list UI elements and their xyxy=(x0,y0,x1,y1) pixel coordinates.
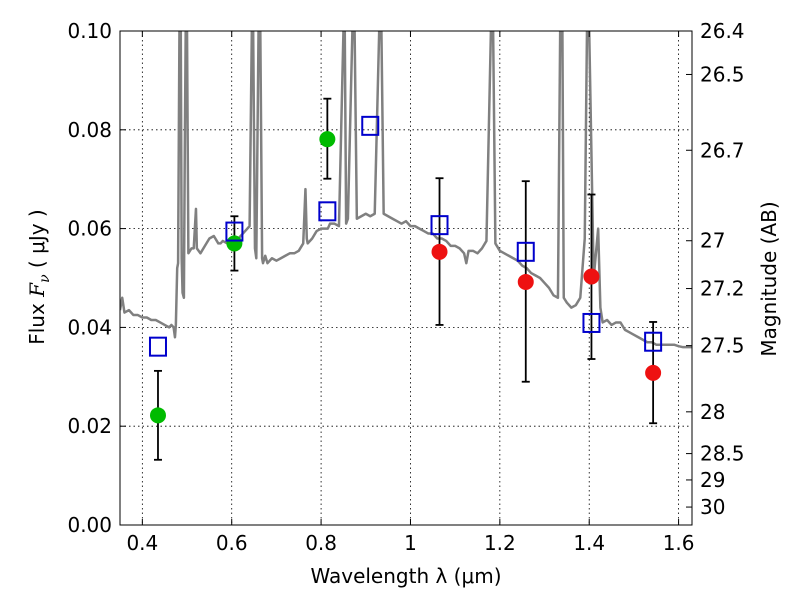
y-tick-label: 0.06 xyxy=(67,217,112,241)
green-data-point xyxy=(149,407,166,424)
plot-frame xyxy=(119,30,693,526)
ticks xyxy=(120,30,692,526)
model-square-marker xyxy=(644,331,663,352)
model-square-marker xyxy=(361,115,380,136)
y-axis-label-prefix: Flux xyxy=(25,297,49,345)
mag-tick-label: 26.4 xyxy=(700,19,745,43)
y-axis-label-var: F xyxy=(25,282,49,298)
spectrum xyxy=(120,31,692,349)
model-square-marker xyxy=(430,215,449,236)
red-data-point xyxy=(645,364,662,381)
mag-tick-label: 26.5 xyxy=(700,62,745,86)
green-data-point xyxy=(319,131,336,148)
mag-tick-label: 28 xyxy=(700,400,725,424)
mag-tick-label: 28.5 xyxy=(700,442,745,466)
green-data-point xyxy=(226,235,243,252)
mag-tick-label: 27 xyxy=(700,229,725,253)
markers xyxy=(148,115,663,424)
y-tick-label: 0.04 xyxy=(67,315,112,339)
mag-tick-label: 26.7 xyxy=(700,138,745,162)
model-square-marker xyxy=(318,201,337,222)
y-axis-label-unit: μJy xyxy=(25,223,49,254)
x-tick-label: 1.4 xyxy=(573,531,605,555)
y-tick-label: 0.08 xyxy=(67,118,112,142)
model-square-marker xyxy=(582,312,601,333)
red-data-point xyxy=(517,273,534,290)
y-axis-label-open: ( xyxy=(25,254,49,275)
red-data-point xyxy=(583,268,600,285)
secondary-y-axis-label: Magnitude (AB) xyxy=(757,201,781,356)
tick-labels: 0.4 0.6 0.8 1 1.2 1.4 1.6 0.00 0.02 0.04 0.06 0.08 0… xyxy=(67,19,744,555)
mag-tick-label: 27.2 xyxy=(700,277,745,301)
spectrum-line xyxy=(120,31,692,349)
x-axis-label: Wavelength λ (μm) xyxy=(310,564,501,588)
x-tick-label: 1.6 xyxy=(663,531,695,555)
y-axis-label: Flux Fν ( μJy ) xyxy=(25,209,53,345)
x-tick-label: 1 xyxy=(404,531,417,555)
model-square-marker xyxy=(225,221,244,242)
x-tick-label: 0.8 xyxy=(305,531,337,555)
model-square-marker xyxy=(516,241,535,262)
x-tick-label: 0.6 xyxy=(216,531,248,555)
y-axis-label-close: ) xyxy=(25,209,49,223)
y-tick-label: 0.02 xyxy=(67,414,112,438)
grid xyxy=(120,30,692,526)
x-tick-label: 1.2 xyxy=(484,531,516,555)
mag-tick-label: 27.5 xyxy=(700,334,745,358)
y-axis-label-sub: ν xyxy=(37,274,53,283)
mag-tick-label: 29 xyxy=(700,468,725,492)
red-data-point xyxy=(431,243,448,260)
mag-tick-label: 30 xyxy=(700,495,725,519)
model-square-marker xyxy=(148,336,167,357)
y-tick-label: 0.00 xyxy=(67,513,112,537)
x-tick-label: 0.4 xyxy=(126,531,158,555)
y-tick-label: 0.10 xyxy=(67,19,112,43)
